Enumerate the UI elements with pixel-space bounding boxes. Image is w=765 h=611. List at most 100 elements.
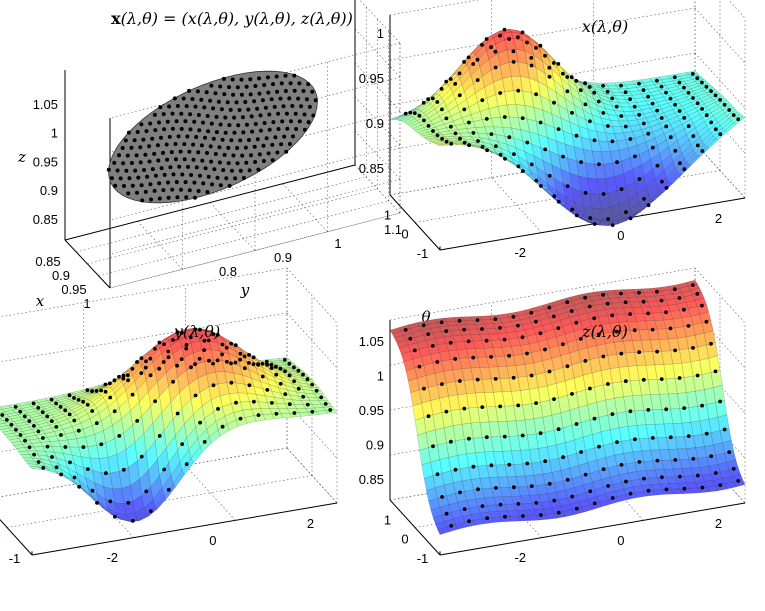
data-point [72, 418, 77, 423]
data-point [135, 190, 139, 195]
data-point [493, 377, 498, 381]
data-point [108, 381, 112, 386]
data-point [206, 338, 211, 343]
data-point [265, 388, 270, 392]
data-point [118, 176, 123, 181]
data-point [239, 92, 244, 97]
data-point [619, 187, 624, 192]
data-point [673, 102, 677, 107]
data-point [440, 136, 444, 141]
data-point [199, 143, 204, 148]
data-point [45, 414, 50, 419]
data-point [677, 296, 682, 300]
data-point [449, 141, 454, 146]
data-point [18, 433, 23, 437]
data-point [700, 80, 704, 85]
data-point [543, 347, 547, 352]
data-point [682, 406, 687, 410]
data-point [123, 138, 128, 143]
theta-tick-label: 1 [384, 512, 391, 527]
data-point [179, 357, 184, 361]
data-point [435, 133, 440, 138]
data-point [489, 355, 493, 359]
data-point [529, 484, 534, 488]
data-point [148, 509, 153, 513]
data-point [251, 355, 256, 360]
data-point [274, 411, 279, 416]
data-point [439, 87, 444, 91]
data-point [209, 121, 214, 126]
data-point [601, 354, 606, 359]
data-point [182, 157, 187, 162]
data-point [690, 283, 695, 287]
data-point [601, 293, 605, 297]
data-point [90, 409, 95, 413]
data-point [462, 507, 467, 511]
data-point [227, 183, 232, 188]
data-point [534, 401, 538, 405]
data-point [218, 183, 223, 188]
data-point [188, 112, 193, 117]
data-point [253, 122, 258, 126]
data-point [227, 123, 232, 128]
data-point [249, 153, 253, 158]
data-point [440, 495, 444, 499]
data-point [606, 124, 610, 128]
data-point [646, 408, 651, 412]
data-point [211, 136, 216, 141]
data-point [174, 119, 179, 124]
data-point [619, 351, 624, 356]
data-point [229, 138, 234, 143]
data-point [283, 73, 288, 78]
data-point [408, 336, 413, 341]
data-point [561, 455, 565, 460]
data-point [292, 379, 296, 384]
theta-tick-label: 0 [401, 227, 408, 242]
data-point [257, 91, 262, 96]
data-point [493, 317, 498, 321]
data-point [135, 130, 140, 134]
surface-mesh [389, 28, 746, 226]
data-point [641, 299, 646, 304]
data-point [270, 158, 275, 163]
data-point [471, 131, 476, 135]
data-point [63, 445, 68, 449]
data-point [623, 379, 628, 384]
data-point [126, 191, 131, 196]
data-point [650, 327, 655, 332]
data-point [727, 108, 732, 112]
data-point [668, 96, 673, 101]
data-point [310, 409, 315, 414]
surface-quad [710, 369, 723, 388]
data-point [200, 158, 205, 163]
data-point [587, 304, 592, 309]
data-point [264, 359, 269, 364]
data-point [511, 314, 516, 319]
data-point [296, 96, 301, 101]
data-point [262, 83, 267, 87]
data-point [305, 377, 310, 382]
data-point [709, 454, 714, 459]
data-point [260, 361, 265, 366]
x-tick-label: 0.9 [52, 268, 70, 283]
z-tick-label: 0.9 [366, 116, 384, 131]
data-point [516, 403, 521, 408]
data-point [556, 510, 561, 515]
data-point [214, 114, 219, 119]
data-point [610, 496, 615, 500]
y-tick-label: 1 [334, 236, 341, 251]
axis-edge [389, 499, 441, 556]
lambda-tick-label: -2 [106, 550, 118, 565]
data-point [296, 386, 301, 391]
data-point [108, 499, 113, 504]
data-point [139, 183, 144, 188]
data-point [718, 399, 722, 404]
data-point [713, 369, 718, 374]
data-point [76, 398, 81, 402]
data-point [449, 124, 453, 129]
data-point [103, 389, 108, 394]
data-point [480, 43, 484, 47]
data-point [574, 320, 579, 325]
panel-xyz-scatter: x(λ,θ) = (x(λ,θ), y(λ,θ), z(λ,θ))1.0510.… [17, 0, 402, 311]
data-point [289, 119, 293, 124]
